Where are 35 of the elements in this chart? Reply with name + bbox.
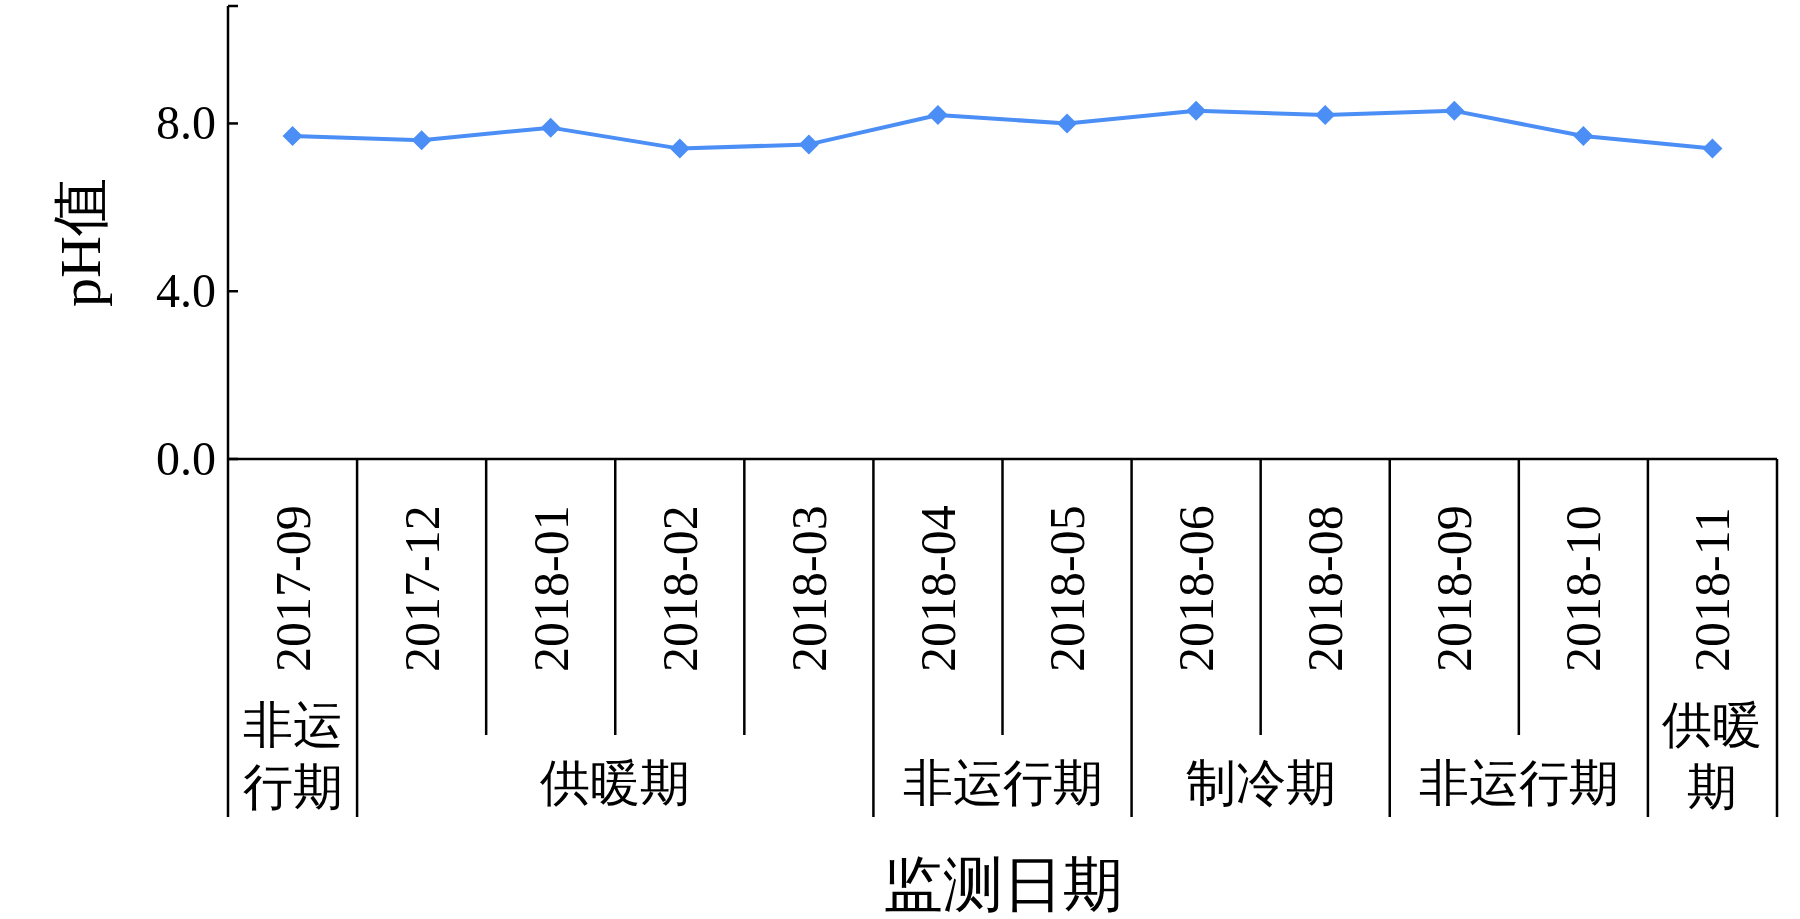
point <box>1573 126 1594 147</box>
x-tick-label: 2018-11 <box>1684 507 1741 672</box>
point <box>1057 113 1078 134</box>
x-tick-label: 2017-12 <box>393 505 450 672</box>
x-tick-label: 2018-09 <box>1426 505 1483 672</box>
point <box>1315 105 1336 126</box>
x-tick-label: 2018-02 <box>651 505 708 672</box>
x-tick-label: 2018-03 <box>780 505 837 672</box>
x-tick-label: 2018-08 <box>1297 505 1354 672</box>
point <box>411 130 432 151</box>
x-tick-label: 2017-09 <box>264 505 321 672</box>
point <box>669 138 690 159</box>
x-tick-label: 2018-05 <box>1039 505 1096 672</box>
text: 非运行期 <box>1418 755 1619 811</box>
y-axis-title: pH值 <box>48 178 113 307</box>
point <box>1702 138 1723 159</box>
x-axis-title: 监测日期 <box>882 852 1123 918</box>
x-tick-label: 2018-06 <box>1168 505 1225 672</box>
y-tick-label: 8.0 <box>156 96 216 150</box>
point <box>1186 100 1207 121</box>
text: 制冷期 <box>1185 755 1336 811</box>
point <box>798 134 819 155</box>
x-tick-label: 2018-01 <box>522 505 579 672</box>
point <box>927 105 948 126</box>
x-tick-label: 2018-04 <box>909 505 966 672</box>
y-tick-label: 4.0 <box>156 264 216 318</box>
point <box>1444 100 1465 121</box>
point <box>540 117 561 138</box>
y-tick-label: 0.0 <box>156 432 216 485</box>
text: 供暖期 <box>540 755 691 811</box>
point <box>282 126 303 147</box>
text: 非运行期 <box>902 755 1103 811</box>
text: 非运行期 <box>242 697 343 815</box>
text: 供暖期 <box>1662 697 1763 815</box>
x-tick-label: 2018-10 <box>1555 505 1612 672</box>
